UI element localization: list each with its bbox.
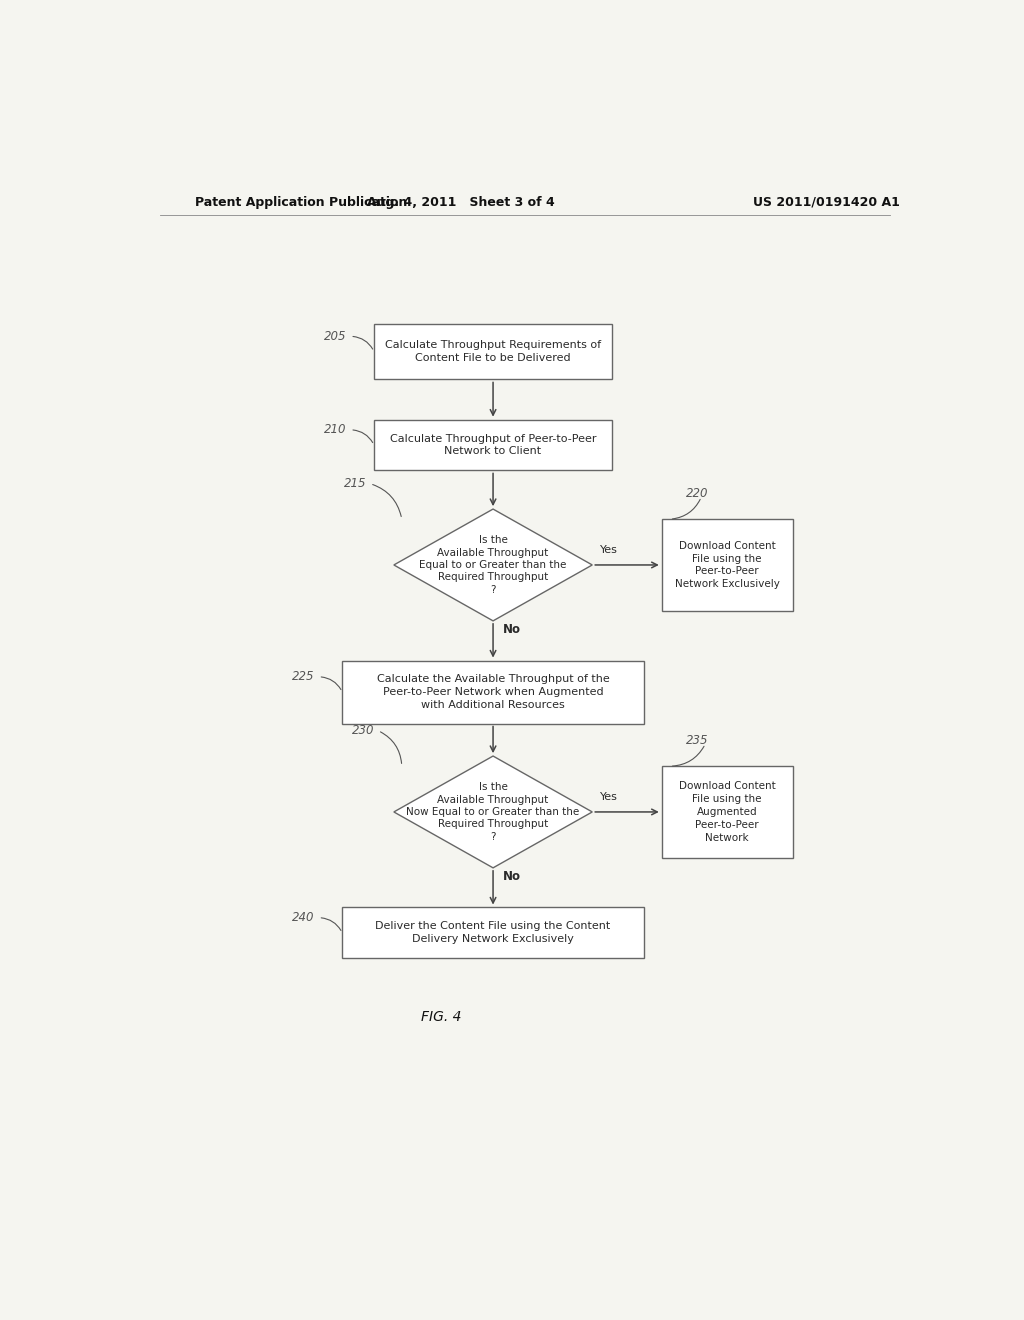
Text: Download Content
File using the
Augmented
Peer-to-Peer
Network: Download Content File using the Augmente… [679,781,775,842]
Text: US 2011/0191420 A1: US 2011/0191420 A1 [753,195,900,209]
FancyArrowPatch shape [353,337,373,348]
FancyArrowPatch shape [673,499,700,519]
FancyBboxPatch shape [662,519,793,611]
Text: Download Content
File using the
Peer-to-Peer
Network Exclusively: Download Content File using the Peer-to-… [675,541,779,589]
Text: 210: 210 [324,424,346,437]
Text: Yes: Yes [600,792,618,801]
FancyBboxPatch shape [342,907,644,958]
Text: Calculate Throughput Requirements of
Content File to be Delivered: Calculate Throughput Requirements of Con… [385,341,601,363]
Text: 205: 205 [324,330,346,343]
Text: Is the
Available Throughput
Now Equal to or Greater than the
Required Throughput: Is the Available Throughput Now Equal to… [407,783,580,842]
Text: Calculate Throughput of Peer-to-Peer
Network to Client: Calculate Throughput of Peer-to-Peer Net… [390,434,596,457]
Text: Calculate the Available Throughput of the
Peer-to-Peer Network when Augmented
wi: Calculate the Available Throughput of th… [377,675,609,710]
Text: Aug. 4, 2011   Sheet 3 of 4: Aug. 4, 2011 Sheet 3 of 4 [368,195,555,209]
Text: No: No [503,623,520,636]
FancyArrowPatch shape [322,917,341,931]
Polygon shape [394,510,592,620]
Text: Deliver the Content File using the Content
Delivery Network Exclusively: Deliver the Content File using the Conte… [376,921,610,944]
Text: 230: 230 [351,725,374,737]
FancyBboxPatch shape [342,660,644,723]
FancyArrowPatch shape [381,731,401,763]
FancyArrowPatch shape [673,746,705,766]
FancyArrowPatch shape [373,484,401,516]
Text: 225: 225 [292,671,314,684]
Text: 215: 215 [344,477,367,490]
FancyArrowPatch shape [353,430,373,442]
FancyBboxPatch shape [662,766,793,858]
FancyBboxPatch shape [374,420,612,470]
Text: 220: 220 [685,487,708,500]
Text: Patent Application Publication: Patent Application Publication [196,195,408,209]
Text: FIG. 4: FIG. 4 [421,1010,462,1024]
Text: 240: 240 [292,911,314,924]
FancyArrowPatch shape [322,677,341,689]
Polygon shape [394,756,592,867]
Text: Is the
Available Throughput
Equal to or Greater than the
Required Throughput
?: Is the Available Throughput Equal to or … [420,535,566,595]
Text: Yes: Yes [600,545,618,554]
Text: 235: 235 [685,734,708,747]
Text: No: No [503,870,520,883]
FancyBboxPatch shape [374,323,612,379]
